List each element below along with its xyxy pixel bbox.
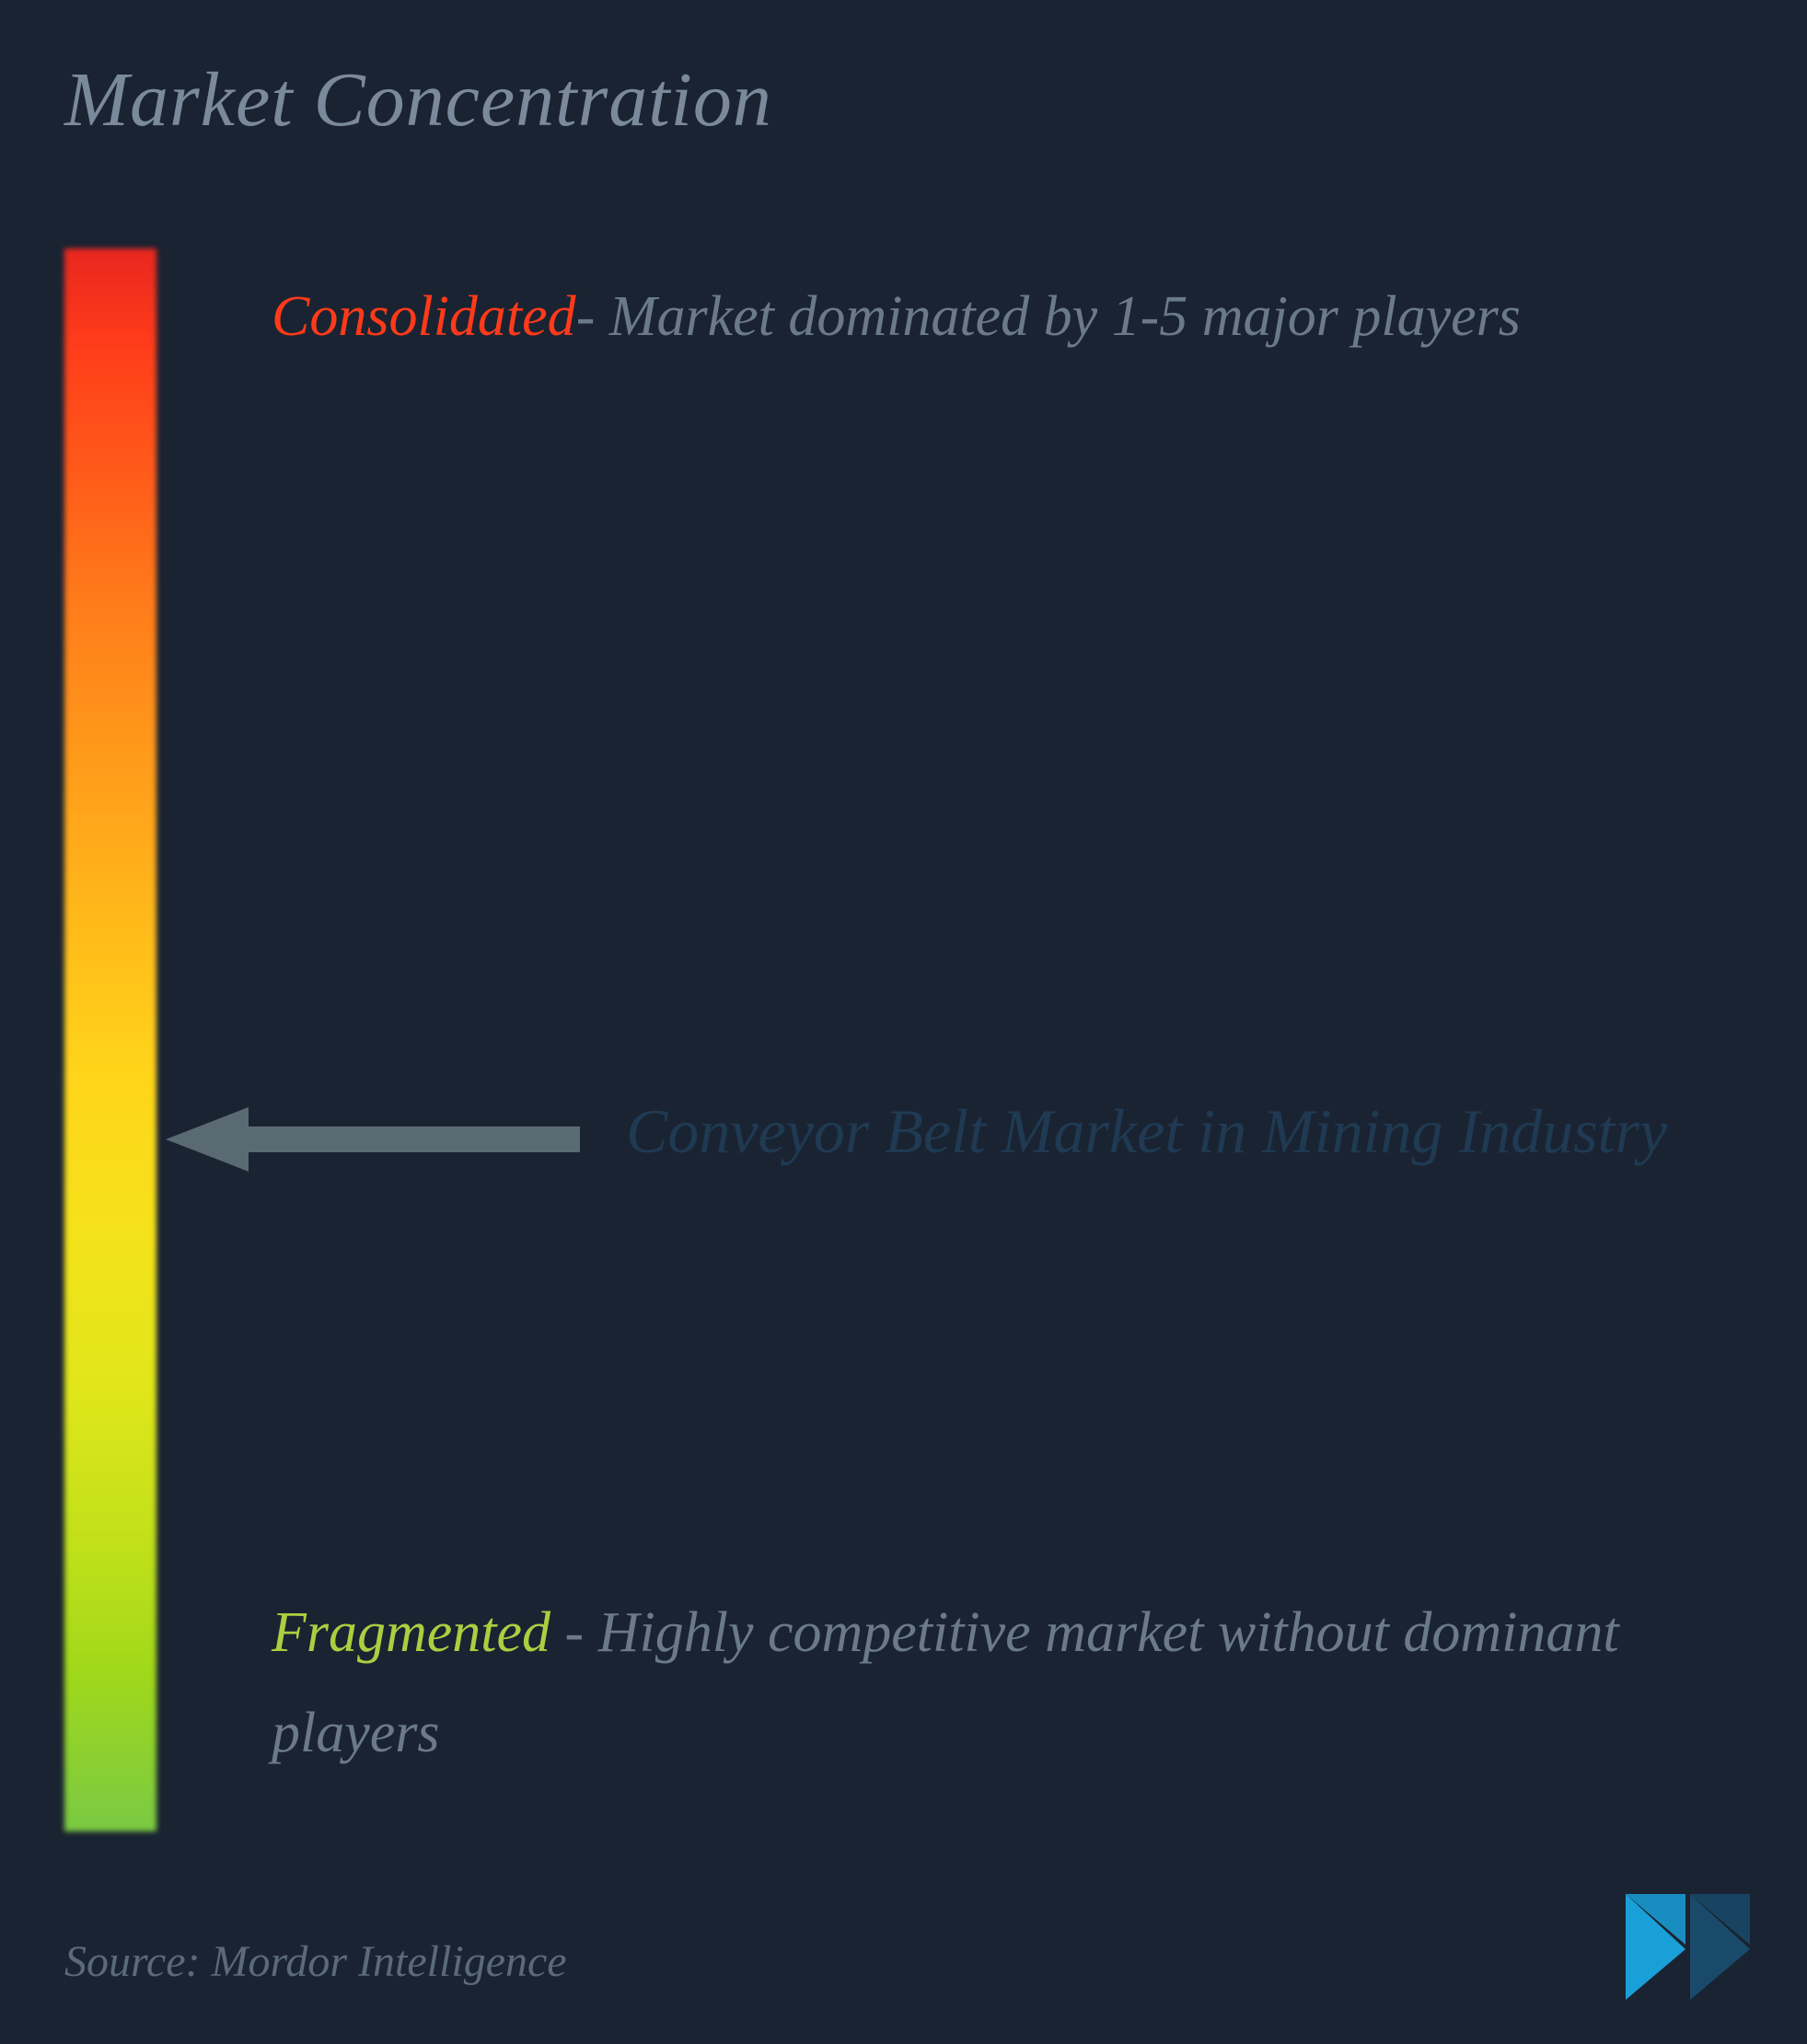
- pointer-arrow: [166, 1103, 580, 1176]
- mordor-logo-icon: [1616, 1885, 1759, 2009]
- arrow-left-icon: [166, 1103, 580, 1176]
- concentration-gradient-bar: [64, 248, 156, 1831]
- fragmented-label: Fragmented - Highly competitive market w…: [272, 1583, 1708, 1783]
- consolidated-highlight: Consolidated: [272, 285, 576, 348]
- fragmented-highlight: Fragmented: [272, 1601, 550, 1664]
- consolidated-label: Consolidated- Market dominated by 1-5 ma…: [272, 267, 1521, 367]
- page-title: Market Concentration: [64, 55, 772, 144]
- market-pointer-label: Conveyor Belt Market in Mining Industry: [626, 1086, 1731, 1177]
- source-attribution: Source: Mordor Intelligence: [64, 1936, 567, 1987]
- consolidated-description: - Market dominated by 1-5 major players: [576, 285, 1521, 348]
